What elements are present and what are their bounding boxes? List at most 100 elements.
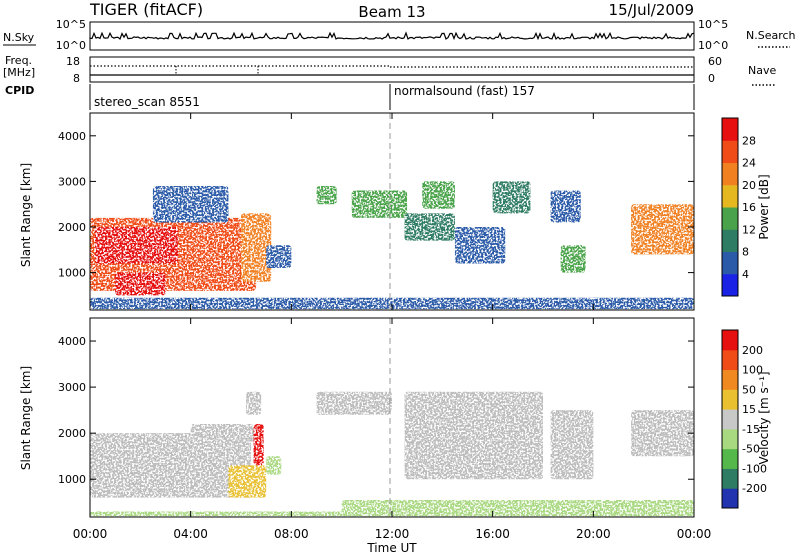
power-colorbar-ticks: 4 8 12 16 20 24 28 — [742, 134, 756, 281]
colorbar-tick-label: 200 — [742, 344, 763, 357]
scatter-region — [631, 204, 694, 255]
colorbar-swatch — [722, 162, 738, 186]
y-tick-label: 2000 — [58, 221, 86, 234]
power-colorbar-label: Power [dB] — [757, 174, 771, 239]
cpid-label: CPID — [5, 84, 34, 97]
velocity-colorbar-ticks: 200 100 50 15 -15 -50 -100 -200 — [742, 344, 767, 495]
velocity-colorbar: 200 100 50 15 -15 -50 -100 -200 Velocity [m s⁻¹… — [721, 329, 771, 509]
nave-label: Nave — [748, 64, 776, 77]
nsearch-tick-bottom: 10^0 — [698, 39, 728, 52]
colorbar-swatch — [722, 207, 738, 230]
nsky-label: N.Sky — [3, 31, 35, 44]
nsky-strip-frame — [89, 21, 695, 51]
scatter-region — [90, 433, 252, 498]
y-tick-label: 3000 — [58, 381, 86, 394]
freq-label-line1: Freq. — [5, 54, 32, 67]
scatter-region — [152, 185, 229, 223]
nsky-tick-bottom: 10^0 — [56, 39, 86, 52]
scatter-region — [550, 190, 581, 223]
velocity-colorbar-label: Velocity [m s⁻¹] — [757, 371, 771, 464]
y-tick-label: 1000 — [58, 267, 86, 280]
scatter-region — [253, 423, 264, 466]
colorbar-swatch — [722, 273, 738, 297]
colorbar-tick-label: 24 — [742, 157, 756, 170]
beam-label: Beam 13 — [358, 3, 425, 21]
cpid-segment-2: normalsound (fast) 157 — [394, 84, 535, 98]
scatter-region — [404, 213, 455, 241]
velocity-colorbar-swatches — [722, 330, 738, 509]
y-tick-label: 2000 — [58, 427, 86, 440]
colorbar-swatch — [722, 389, 738, 410]
x-tick-label: 04:00 — [173, 527, 208, 541]
colorbar-swatch — [722, 349, 738, 371]
scatter-region — [95, 227, 179, 264]
freq-strip-frame — [89, 56, 695, 83]
scatter-region — [115, 272, 166, 296]
velocity-panel: 1000 2000 3000 4000 Slant Range [km] — [19, 317, 695, 518]
power-ylabel: Slant Range [km] — [19, 163, 33, 267]
power-colorbar-swatches — [722, 118, 738, 297]
scatter-region — [316, 185, 337, 205]
velocity-colorbar-frame — [721, 329, 739, 509]
colorbar-swatch — [722, 369, 738, 390]
freq-label-line2: [MHz] — [3, 66, 35, 79]
x-tick-label: 12:00 — [375, 527, 410, 541]
scatter-region — [404, 391, 543, 480]
colorbar-swatch — [722, 409, 738, 430]
cpid-segment-1: stereo_scan 8551 — [94, 95, 200, 109]
scatter-region — [454, 227, 506, 264]
colorbar-tick-label: 28 — [742, 134, 756, 147]
colorbar-swatch — [722, 488, 738, 509]
scatter-region — [266, 456, 282, 475]
colorbar-tick-label: 50 — [742, 383, 756, 396]
scatter-region — [190, 423, 254, 443]
nsky-line — [89, 31, 695, 41]
nsky-trace — [89, 31, 695, 41]
freq-trace — [90, 65, 694, 76]
power-panel: 1000 2000 3000 4000 Slant Range [km] — [19, 112, 695, 311]
x-tick-label: 08:00 — [274, 527, 309, 541]
colorbar-tick-label: -50 — [742, 443, 760, 456]
x-tick-label: 20:00 — [576, 527, 611, 541]
colorbar-swatch — [722, 118, 738, 141]
freq-tick-top: 18 — [66, 55, 80, 68]
scatter-region — [560, 245, 586, 273]
scatter-region — [550, 410, 594, 480]
velocity-heatmap — [90, 391, 694, 517]
radar-title: TIGER (fitACF) — [89, 0, 203, 19]
time-axis: 00:00 04:00 08:00 12:00 16:00 20:00 00:00 — [73, 113, 711, 541]
colorbar-swatch — [722, 140, 738, 163]
y-tick-label: 4000 — [58, 335, 86, 348]
colorbar-tick-label: 20 — [742, 179, 756, 192]
colorbar-tick-label: 100 — [742, 364, 763, 377]
scatter-region — [631, 410, 694, 457]
colorbar-tick-label: 15 — [742, 403, 756, 416]
colorbar-swatch — [722, 251, 738, 275]
scatter-region — [228, 465, 267, 498]
colorbar-tick-label: 12 — [742, 223, 756, 236]
scatter-region — [90, 297, 694, 310]
time-axis-label: Time UT — [366, 541, 417, 554]
colorbar-tick-label: -100 — [742, 462, 767, 475]
colorbar-swatch — [722, 468, 738, 489]
power-colorbar-frame — [721, 117, 739, 297]
power-heatmap — [90, 181, 694, 310]
x-tick-label: 16:00 — [475, 527, 510, 541]
freq-tick-bottom: 8 — [73, 72, 80, 85]
colorbar-swatch — [722, 428, 738, 450]
nsky-tick-top: 10^5 — [56, 18, 86, 31]
nsearch-tick-top: 10^5 — [698, 18, 728, 31]
colorbar-tick-label: 8 — [742, 246, 749, 259]
x-tick-label: 00:00 — [73, 527, 108, 541]
scatter-region — [316, 391, 392, 415]
y-tick-label: 1000 — [58, 473, 86, 486]
date-label: 15/Jul/2009 — [609, 1, 694, 19]
power-colorbar: 4 8 12 16 20 24 28 Power [dB] — [721, 117, 771, 297]
scatter-region — [492, 181, 531, 214]
colorbar-swatch — [722, 448, 738, 469]
y-tick-label: 4000 — [58, 130, 86, 143]
scatter-region — [246, 391, 262, 415]
colorbar-swatch — [722, 330, 738, 351]
colorbar-tick-label: 4 — [742, 268, 749, 281]
